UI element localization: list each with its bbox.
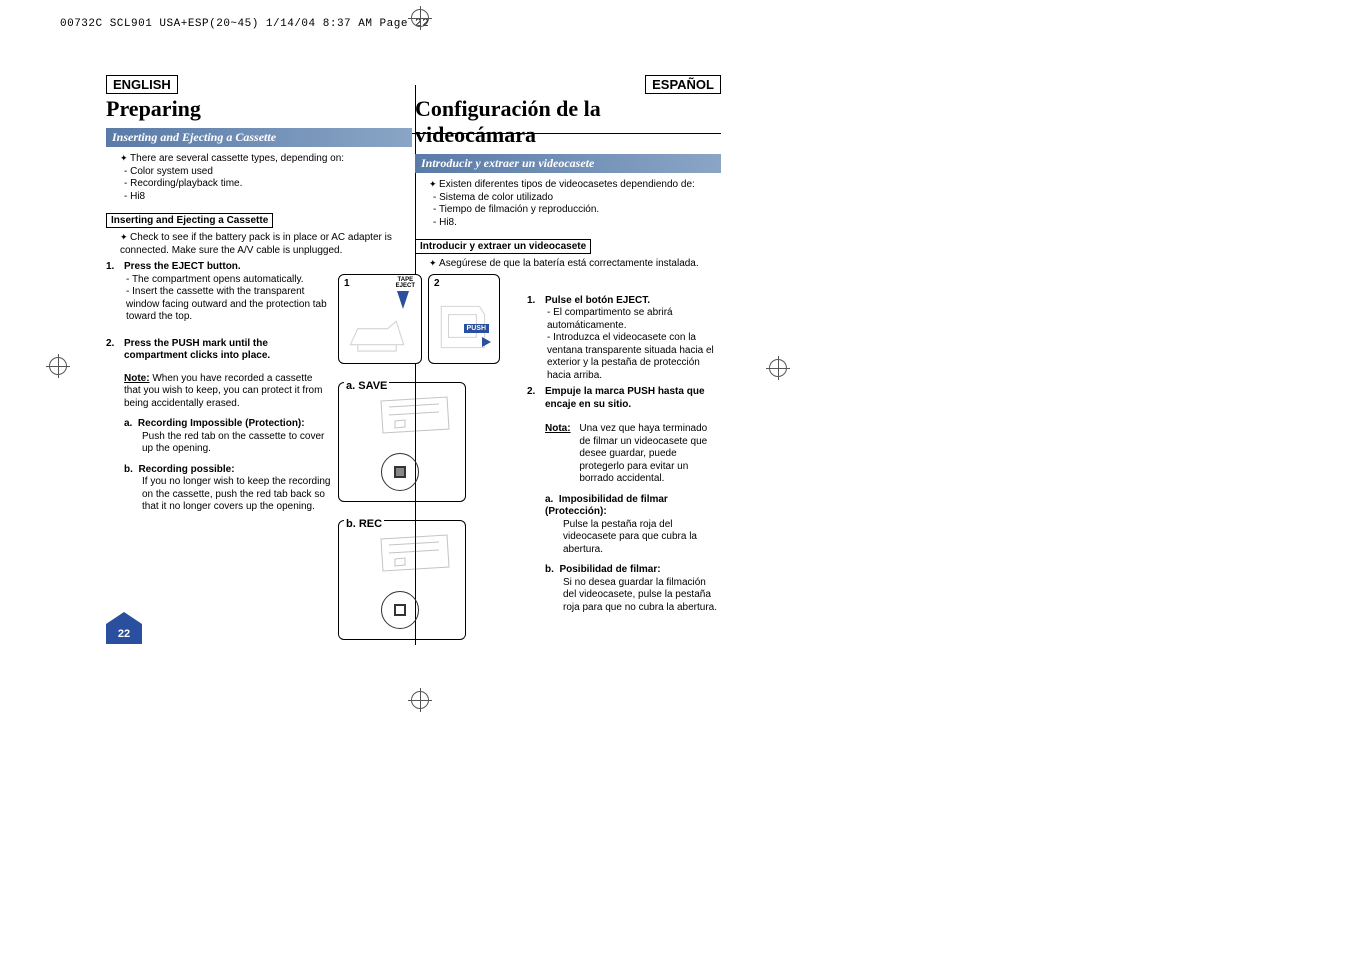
crop-mark-right <box>766 356 790 380</box>
left-steps: 1. Press the EJECT button. The compartme… <box>106 261 331 514</box>
figure-a-title: a. SAVE <box>344 380 389 392</box>
left-check-block: Check to see if the battery pack is in p… <box>106 232 412 257</box>
figure-1-eject: 1 TAPEEJECT <box>338 274 422 364</box>
right-subheading: Introducir y extraer un videocasete <box>415 239 591 254</box>
right-intro-dash-2: Hi8. <box>433 217 721 230</box>
figure-a-save: a. SAVE <box>338 382 466 502</box>
left-intro-bullet: There are several cassette types, depend… <box>120 153 412 166</box>
center-figures: 1 TAPEEJECT 2 PUSH a. SAVE b. REC <box>338 274 504 640</box>
crop-mark-left <box>46 354 70 378</box>
right-intro-dash-1: Tiempo de filmación y reproducción. <box>433 204 721 217</box>
right-note-label: Nota: <box>545 423 571 434</box>
right-step1-title: Pulse el botón EJECT. <box>545 295 650 306</box>
tab-square-open-icon <box>394 604 406 616</box>
right-section-banner: Introducir y extraer un videocasete <box>415 154 721 173</box>
figure-1-number: 1 <box>344 278 350 289</box>
left-step1-d2: Insert the cassette with the transparent… <box>126 286 331 324</box>
tab-square-filled-icon <box>394 466 406 478</box>
crop-mark-top <box>408 6 432 30</box>
left-step1-d1: The compartment opens automatically. <box>126 274 331 287</box>
right-intro-bullet: Existen diferentes tipos de videocasetes… <box>429 179 721 192</box>
left-intro-dash-0: Color system used <box>124 166 412 179</box>
left-intro-block: There are several cassette types, depend… <box>106 153 412 203</box>
figure-2-number: 2 <box>434 278 440 289</box>
crop-mark-bottom <box>408 688 432 712</box>
left-note-text: When you have recorded a cassette that y… <box>124 373 322 409</box>
right-intro-dash-0: Sistema de color utilizado <box>433 192 721 205</box>
right-b-text: Si no desea guardar la filmación del vid… <box>545 577 721 615</box>
figure-b-title: b. REC <box>344 518 384 530</box>
right-title: Configuración de la videocámara <box>415 96 721 148</box>
step-number-1: 1. <box>106 261 124 324</box>
left-a-text: Push the red tab on the cassette to cove… <box>124 431 331 456</box>
left-intro-dash-1: Recording/playback time. <box>124 178 412 191</box>
left-b-title: Recording possible: <box>138 464 234 475</box>
tab-circle-rec <box>381 591 419 629</box>
right-check-bullet: Asegúrese de que la batería está correct… <box>429 258 721 271</box>
right-intro-block: Existen diferentes tipos de videocasetes… <box>415 179 721 229</box>
left-subheading: Inserting and Ejecting a Cassette <box>106 213 273 228</box>
step-number-2-es: 2. <box>527 386 545 411</box>
left-step2-title: Press the PUSH mark until the compartmen… <box>124 338 270 362</box>
right-step1-d2: Introduzca el videocasete con la ventana… <box>547 332 721 382</box>
right-a-title: Imposibilidad de filmar (Protección): <box>545 494 668 518</box>
left-section-banner: Inserting and Ejecting a Cassette <box>106 128 412 147</box>
left-step1-title: Press the EJECT button. <box>124 261 241 272</box>
right-b-title: Posibilidad de filmar: <box>559 564 660 575</box>
file-header-text: 00732C SCL901 USA+ESP(20~45) 1/14/04 8:3… <box>60 18 429 30</box>
language-label-english: ENGLISH <box>106 75 178 94</box>
camcorder-icon-2 <box>433 296 495 358</box>
right-step2-title: Empuje la marca PUSH hasta que encaje en… <box>545 386 705 410</box>
tape-eject-label: TAPEEJECT <box>396 277 415 289</box>
cassette-icon-a <box>377 393 453 437</box>
left-note-label: Note: <box>124 373 150 384</box>
step-number-2: 2. <box>106 338 124 363</box>
camcorder-icon-1 <box>345 310 409 358</box>
right-check-block: Asegúrese de que la batería está correct… <box>415 258 721 271</box>
right-a-text: Pulse la pestaña roja del videocasete pa… <box>545 519 721 557</box>
left-intro-dash-2: Hi8 <box>124 191 412 204</box>
eject-arrow-icon <box>397 291 409 309</box>
right-step1-d1: El compartimento se abrirá automáticamen… <box>547 307 721 332</box>
left-title: Preparing <box>106 96 412 122</box>
figure-2-push: 2 PUSH <box>428 274 500 364</box>
cassette-icon-b <box>377 531 453 575</box>
left-b-text: If you no longer wish to keep the record… <box>124 476 331 514</box>
figure-b-rec: b. REC <box>338 520 466 640</box>
language-label-spanish: ESPAÑOL <box>645 75 721 94</box>
left-a-title: Recording Impossible (Protection): <box>138 418 305 429</box>
left-check-bullet: Check to see if the battery pack is in p… <box>120 232 412 257</box>
right-note-text: Una vez que haya terminado de filmar un … <box>573 423 713 486</box>
page-number-badge: 22 <box>106 622 142 652</box>
page-number-text: 22 <box>106 624 142 644</box>
step-number-1-es: 1. <box>527 295 545 383</box>
tab-circle-save <box>381 453 419 491</box>
